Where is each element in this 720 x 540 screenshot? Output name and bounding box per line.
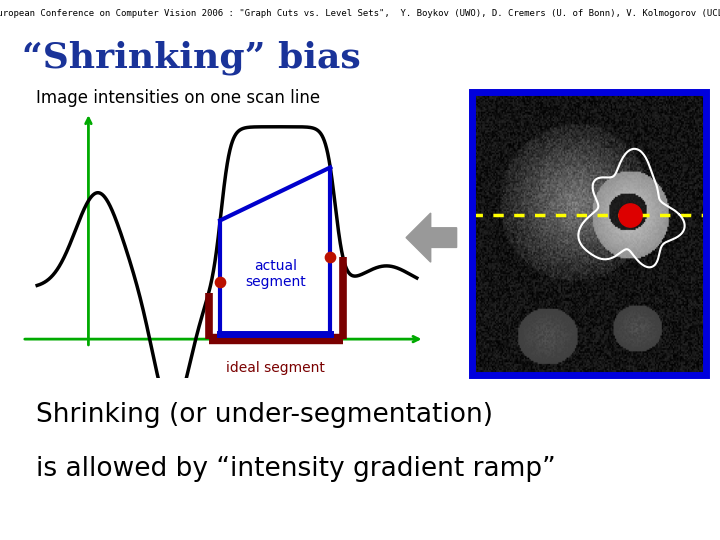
Text: ideal segment: ideal segment bbox=[226, 361, 325, 375]
Point bbox=[325, 252, 336, 261]
Text: Shrinking (or under-segmentation): Shrinking (or under-segmentation) bbox=[36, 402, 493, 428]
Point bbox=[215, 278, 226, 286]
Text: European Conference on Computer Vision 2006 : "Graph Cuts vs. Level Sets",  Y. B: European Conference on Computer Vision 2… bbox=[0, 9, 720, 18]
FancyArrow shape bbox=[406, 213, 456, 262]
Text: is allowed by “intensity gradient ramp”: is allowed by “intensity gradient ramp” bbox=[36, 456, 556, 482]
Text: actual
segment: actual segment bbox=[245, 259, 305, 289]
Text: “Shrinking” bias: “Shrinking” bias bbox=[22, 40, 360, 75]
Point bbox=[624, 210, 636, 219]
Text: Image intensities on one scan line: Image intensities on one scan line bbox=[36, 89, 320, 107]
